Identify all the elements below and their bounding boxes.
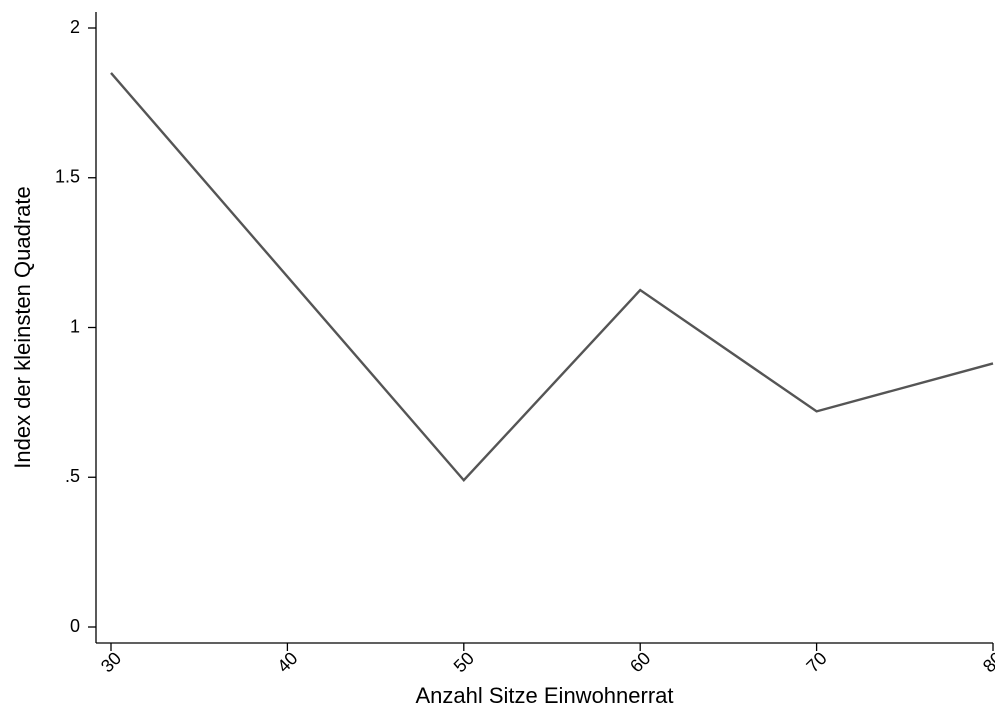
- y-tick-label: 0: [70, 616, 80, 636]
- y-tick-label: 1.5: [55, 167, 80, 187]
- x-axis-title: Anzahl Sitze Einwohnerrat: [415, 683, 673, 708]
- y-tick-label: .5: [65, 466, 80, 486]
- y-axis-ticks: 0 .5 1 1.5 2: [55, 17, 96, 636]
- chart-series: [110, 72, 994, 483]
- y-tick-label: 1: [70, 316, 80, 336]
- y-tick-label: 2: [70, 17, 80, 37]
- series-line-1: [110, 72, 994, 483]
- y-axis-title: Index der kleinsten Quadrate: [10, 186, 35, 469]
